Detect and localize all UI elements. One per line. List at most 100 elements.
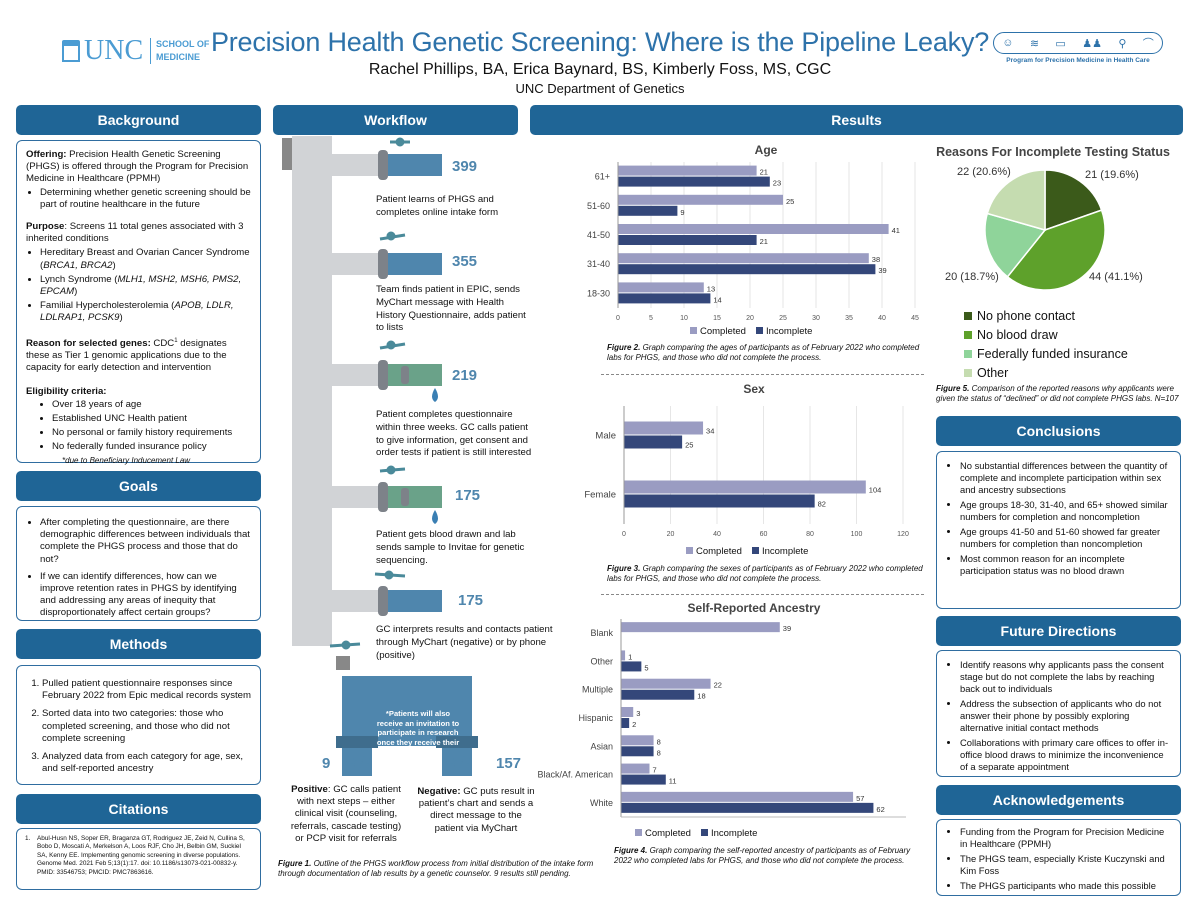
workflow-header: Workflow	[273, 105, 518, 135]
negative-outcome: Negative: GC puts result in patient’s ch…	[417, 786, 535, 834]
bar-completed	[618, 282, 704, 293]
data-label: 39	[783, 624, 791, 633]
category-label: 51-60	[587, 201, 610, 211]
pie-chart-title: Reasons For Incomplete Testing Status	[936, 145, 1170, 159]
conclusions-box: No substantial differences between the q…	[936, 451, 1181, 609]
data-label: 3	[636, 709, 640, 718]
data-label: 39	[878, 266, 886, 275]
bar-incomplete	[621, 774, 666, 785]
tick-label: 40	[713, 531, 721, 538]
bar-completed	[624, 480, 866, 494]
bar-incomplete	[618, 235, 757, 245]
unc-logo-school: SCHOOL OF	[156, 39, 210, 49]
data-label: 7	[653, 766, 657, 775]
age-legend: Completed Incomplete	[690, 326, 812, 337]
pie-legend-item: No phone contact	[964, 307, 1128, 326]
bar-completed	[618, 165, 757, 176]
data-label: 13	[707, 284, 715, 293]
ack-header: Acknowledgements	[936, 785, 1181, 815]
legend-completed: Completed	[690, 326, 746, 337]
bar-incomplete	[624, 494, 815, 508]
step3-text: Patient completes questionnaire within t…	[376, 409, 532, 459]
tick-label: 20	[667, 531, 675, 538]
sex-chart-title: Sex	[743, 382, 765, 396]
category-label: Hispanic	[578, 713, 613, 723]
pie-slice	[984, 212, 1047, 278]
data-label: 23	[773, 179, 781, 188]
bar-completed	[618, 224, 889, 234]
tick-label: 5	[649, 315, 653, 322]
category-label: Male	[595, 431, 616, 442]
category-label: 41-50	[587, 230, 610, 240]
data-label: 57	[856, 794, 864, 803]
legend-incomplete: Incomplete	[755, 326, 812, 337]
tick-label: 40	[878, 315, 886, 322]
bar-completed	[618, 194, 783, 205]
sex-chart: Male 34 25 Female 104 82 0 20 40 60 80 100 120	[584, 406, 909, 538]
data-label: 5	[644, 663, 648, 672]
ancestry-legend: Completed Incomplete	[635, 828, 757, 839]
figure1-caption: Figure 1. Outline of the PHGS workflow p…	[278, 859, 594, 878]
step3-count: 219	[452, 367, 478, 384]
tick-label: 0	[616, 315, 620, 322]
sex-legend: Completed Incomplete	[686, 546, 808, 557]
step5-text: GC interprets results and contacts patie…	[376, 624, 553, 661]
data-label: 82	[818, 500, 826, 509]
tick-label: 45	[911, 315, 919, 322]
tick-label: 25	[779, 315, 787, 322]
bar-incomplete	[624, 435, 683, 449]
data-label: 41	[892, 226, 900, 235]
bar-incomplete	[621, 746, 654, 757]
data-label: 38	[872, 255, 880, 264]
pie-value-label: 44 (41.1%)	[1089, 271, 1143, 283]
data-label: 25	[685, 441, 693, 450]
data-label: 62	[876, 805, 884, 814]
step4-count: 175	[455, 487, 481, 504]
age-chart-title: Age	[754, 143, 778, 157]
bar-incomplete	[618, 293, 711, 304]
bar-completed	[621, 678, 711, 689]
age-chart: 61+ 21 23 51-60 25 9 41-50 41 21 31-40 38 39 18-30 13…	[587, 162, 919, 322]
data-label: 11	[669, 777, 677, 786]
data-label: 104	[869, 486, 882, 495]
data-label: 1	[628, 652, 632, 661]
citations-header: Citations	[16, 794, 261, 824]
category-label: Asian	[590, 741, 613, 751]
background-header: Background	[16, 105, 261, 135]
category-label: White	[590, 798, 613, 808]
bar-incomplete	[618, 205, 678, 216]
tick-label: 15	[713, 315, 721, 322]
category-label: Female	[584, 490, 616, 501]
category-label: 61+	[595, 172, 610, 182]
figure5-caption: Figure 5. Comparison of the reported rea…	[936, 384, 1179, 403]
pie-value-label: 22 (20.6%)	[957, 166, 1011, 178]
step1-text: Patient learns of PHGS and completes onl…	[376, 194, 499, 218]
tick-label: 60	[760, 531, 768, 538]
step1-count: 399	[452, 158, 478, 175]
category-label: Blank	[590, 628, 613, 638]
tick-label: 80	[806, 531, 814, 538]
data-label: 18	[697, 692, 705, 701]
legend-incomplete: Incomplete	[751, 546, 808, 557]
dna-icon: ≋	[1029, 37, 1040, 50]
bridge-icon: ⌒	[1142, 38, 1154, 50]
pie-legend: No phone contact No blood draw Federally…	[964, 307, 1128, 383]
data-label: 34	[706, 427, 714, 436]
data-label: 8	[657, 748, 661, 757]
poster-department: UNC Department of Genetics	[515, 81, 685, 96]
unc-logo-icon	[62, 40, 80, 62]
bar-incomplete	[621, 661, 642, 672]
unc-logo-wordmark: UNC	[84, 35, 144, 66]
data-label: 14	[713, 295, 721, 304]
bar-completed	[621, 735, 654, 746]
bar-incomplete	[618, 176, 770, 187]
tick-label: 0	[622, 531, 626, 538]
negative-count: 157	[496, 755, 522, 772]
category-label: Multiple	[582, 685, 613, 695]
tick-label: 10	[680, 315, 688, 322]
pie-slice	[1006, 209, 1106, 291]
background-box: Offering: Precision Health Genetic Scree…	[16, 140, 261, 465]
ack-box: Funding from the Program for Precision M…	[936, 819, 1181, 896]
legend-incomplete: Incomplete	[700, 828, 757, 839]
bar-completed	[621, 707, 634, 717]
